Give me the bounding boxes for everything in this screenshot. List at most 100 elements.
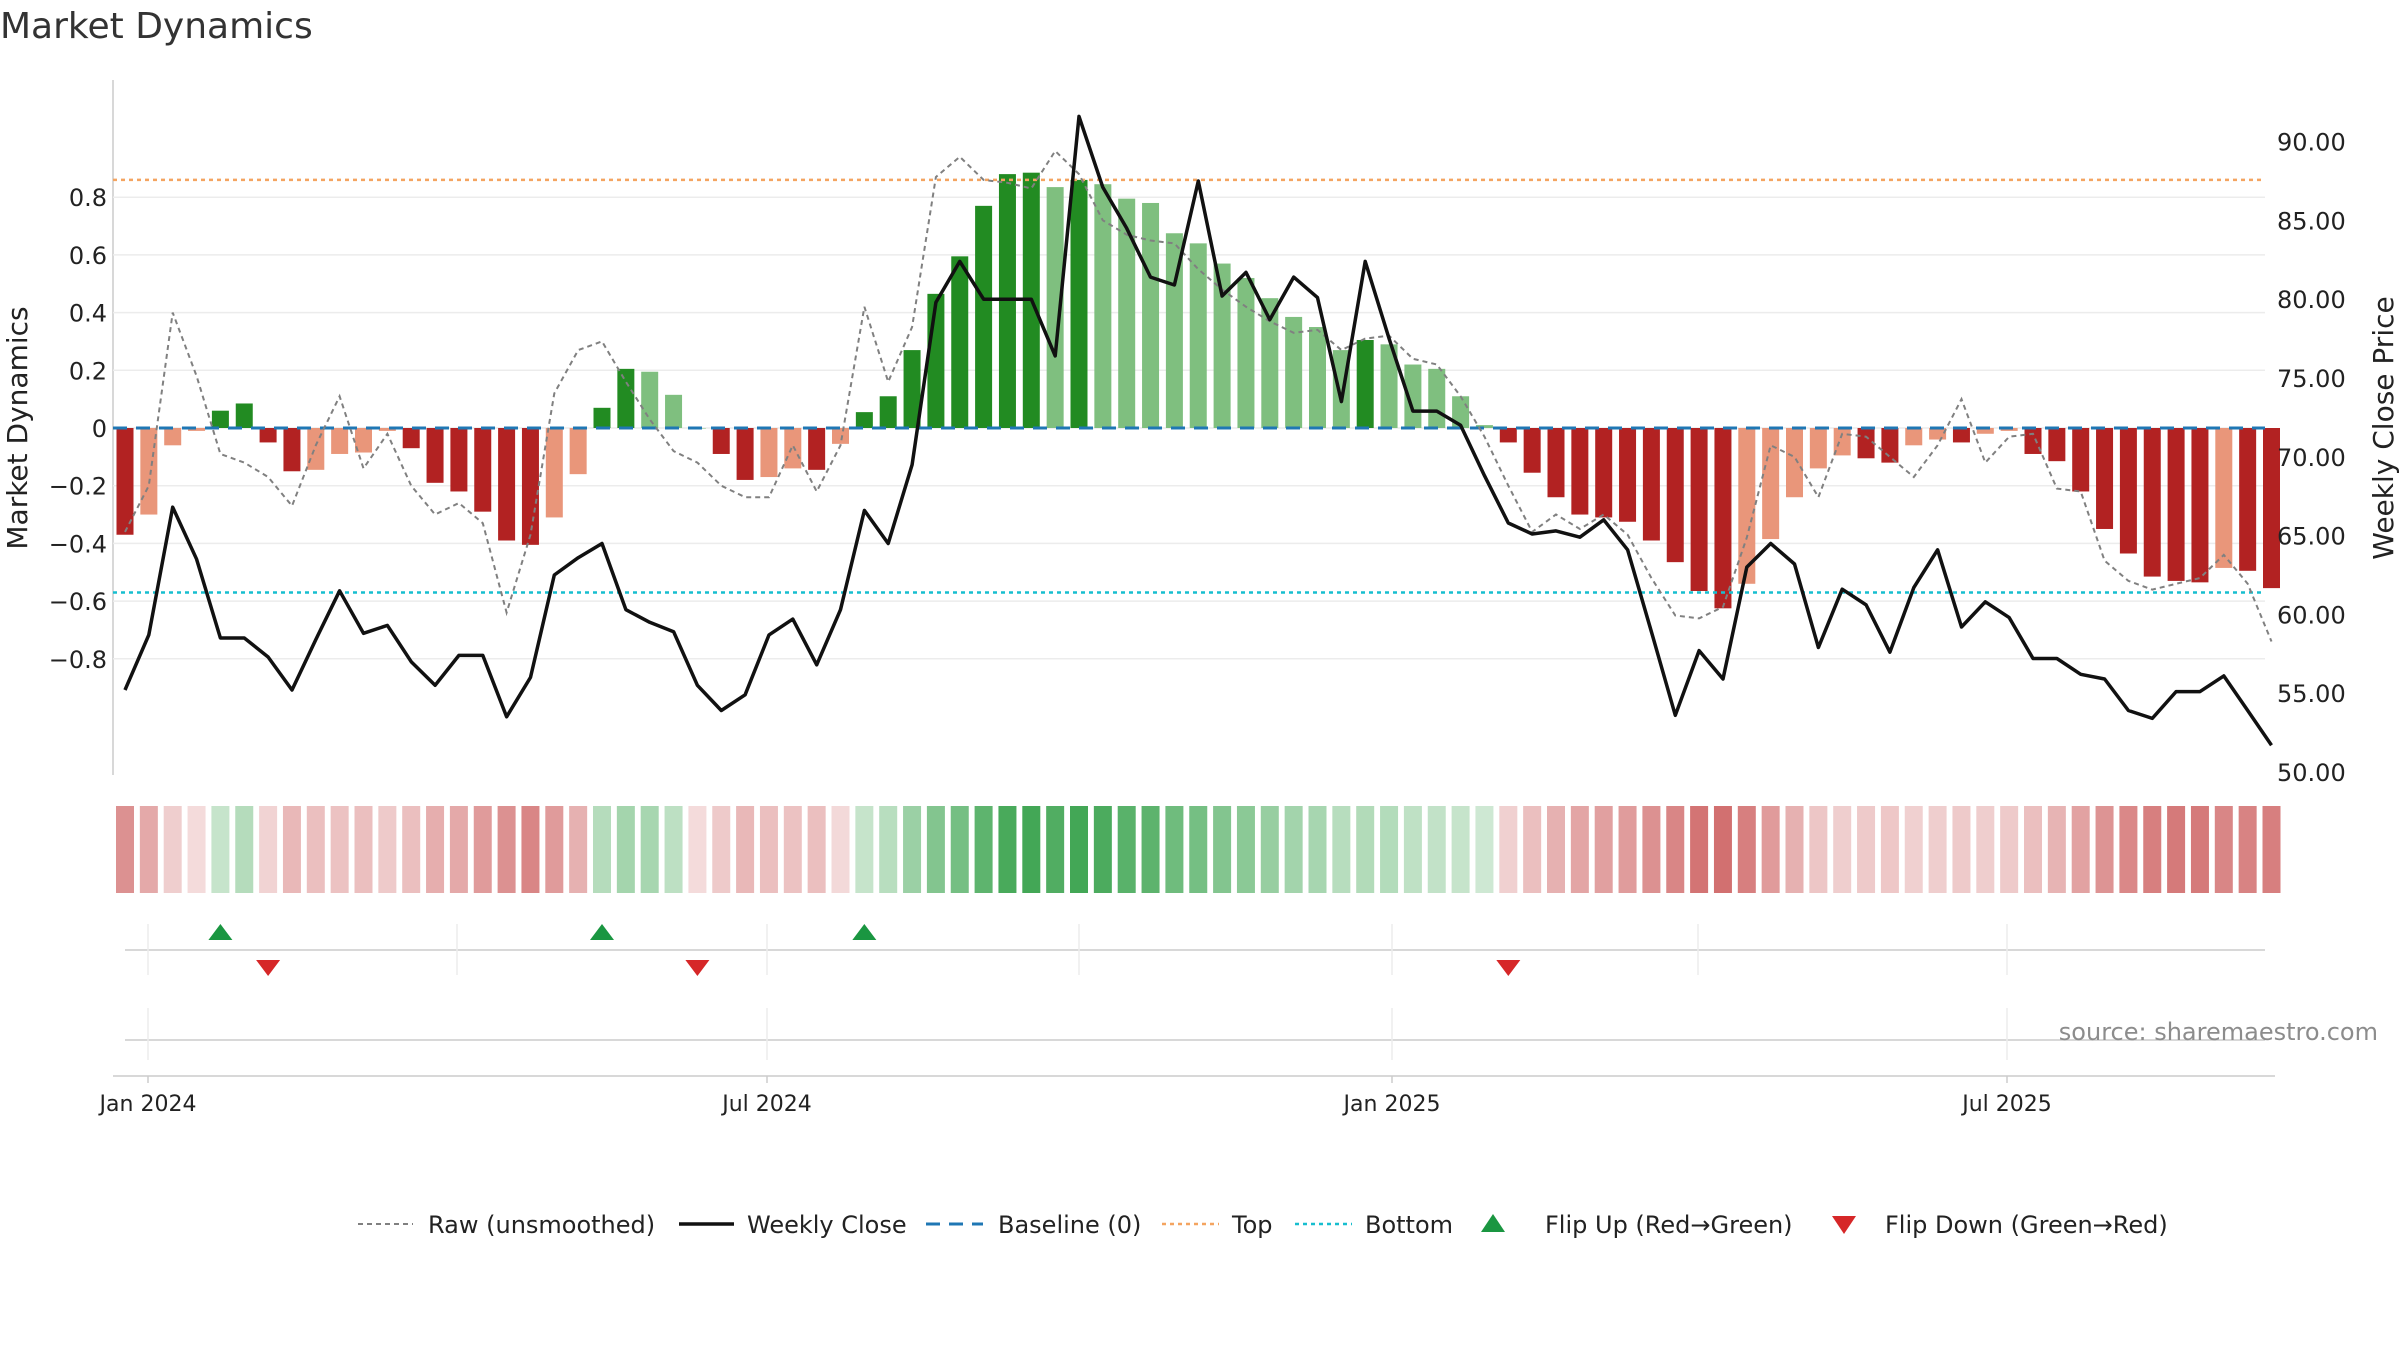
y2-tick-label: 75.00 — [2277, 365, 2346, 393]
bar — [1666, 428, 1684, 563]
heat-cell — [831, 806, 850, 893]
heat-cell — [163, 806, 182, 893]
legend-label-flip-up: Flip Up (Red→Green) — [1545, 1211, 1793, 1239]
bar — [998, 174, 1016, 428]
heat-cell — [1356, 806, 1375, 893]
y2-tick-label: 85.00 — [2277, 207, 2346, 235]
bar — [1118, 198, 1136, 428]
flip-down-marker — [1496, 960, 1521, 976]
bar — [164, 428, 182, 446]
bar — [665, 394, 683, 428]
heat-cell — [807, 806, 826, 893]
heat-cell — [2167, 806, 2186, 893]
y-axis-label: Market Dynamics — [1, 306, 34, 549]
heat-cell — [688, 806, 707, 893]
bar — [1929, 428, 1947, 440]
bar — [569, 428, 587, 475]
bar — [2143, 428, 2161, 577]
bar — [2167, 428, 2185, 581]
bar — [140, 428, 158, 515]
y2-tick-label: 80.00 — [2277, 286, 2346, 314]
bar — [784, 428, 802, 469]
heat-cell — [759, 806, 778, 893]
heat-cell — [1308, 806, 1327, 893]
heat-cell — [1904, 806, 1923, 893]
bar — [1046, 187, 1064, 428]
bar — [855, 412, 873, 428]
raw-series-line — [124, 149, 2273, 642]
y-tick-label: 0 — [92, 415, 107, 443]
y2-tick-label: 65.00 — [2277, 523, 2346, 551]
bar — [2215, 428, 2233, 568]
heat-cell — [1523, 806, 1542, 893]
heat-cell — [2119, 806, 2138, 893]
bar — [283, 428, 301, 472]
heat-cell — [1880, 806, 1899, 893]
y2-tick-label: 70.00 — [2277, 444, 2346, 472]
bar — [1547, 428, 1565, 498]
heat-cell — [2095, 806, 2114, 893]
y-tick-label: 0.8 — [69, 184, 107, 212]
bar — [1857, 428, 1875, 459]
bar — [1356, 340, 1374, 428]
heat-cell — [1570, 806, 1589, 893]
bar — [712, 428, 730, 454]
heat-cell — [1976, 806, 1995, 893]
legend-item-raw: Raw (unsmoothed) — [358, 1211, 655, 1239]
y-tick-label: −0.8 — [49, 646, 107, 674]
heat-cell — [1475, 806, 1494, 893]
bar — [1738, 428, 1756, 584]
heat-cell — [1189, 806, 1208, 893]
bar — [808, 428, 826, 470]
heat-cell — [640, 806, 659, 893]
legend-item-bottom: Bottom — [1295, 1211, 1453, 1239]
heat-cell — [1260, 806, 1279, 893]
y2-tick-label: 55.00 — [2277, 680, 2346, 708]
bar — [1189, 243, 1207, 428]
bar — [1475, 425, 1493, 428]
bar — [1070, 179, 1088, 428]
bar — [1976, 428, 1994, 434]
heat-cell — [1451, 806, 1470, 893]
heat-cell — [1952, 806, 1971, 893]
bar — [355, 428, 372, 453]
heat-cell — [211, 806, 230, 893]
y-tick-label: 0.4 — [69, 300, 107, 328]
bar — [235, 403, 253, 428]
bar — [498, 428, 516, 541]
bar — [426, 428, 444, 483]
reference-lines — [113, 178, 2265, 594]
heat-cell — [497, 806, 516, 893]
y2-tick-label: 50.00 — [2277, 759, 2346, 787]
heat-cell — [903, 806, 922, 893]
heat-cell — [1332, 806, 1351, 893]
bars — [116, 172, 2280, 609]
flip-panel — [125, 924, 2265, 976]
heat-cell — [2047, 806, 2066, 893]
legend-item-flip-down: Flip Down (Green→Red) — [1832, 1211, 2168, 1239]
y-axis-ticks: 0.8 0.6 0.4 0.2 0 −0.2 −0.4 −0.6 −0.8 — [49, 184, 107, 674]
bar — [1809, 428, 1827, 469]
x-tick-label: Jul 2024 — [720, 1092, 812, 1117]
y-tick-label: 0.6 — [69, 242, 107, 270]
bar — [1905, 428, 1923, 446]
heat-cell — [1499, 806, 1518, 893]
bar — [1213, 263, 1231, 428]
heat-cell — [1737, 806, 1756, 893]
flip-up-marker — [852, 924, 877, 940]
heat-cell — [593, 806, 611, 893]
bar — [1237, 277, 1255, 428]
bar — [1690, 428, 1708, 592]
heat-cell — [1403, 806, 1422, 893]
flip-up-marker — [590, 924, 614, 940]
source-note: source: sharemaestro.com — [2059, 1018, 2378, 1046]
bar — [1428, 368, 1446, 428]
bar — [1285, 316, 1303, 428]
heat-cell — [1928, 806, 1947, 893]
y2-tick-label: 90.00 — [2277, 129, 2346, 157]
bar — [1523, 428, 1541, 473]
bar — [1762, 428, 1780, 540]
heat-cell — [354, 806, 373, 893]
y-tick-label: 0.2 — [69, 357, 107, 385]
heat-cell — [2190, 806, 2209, 893]
